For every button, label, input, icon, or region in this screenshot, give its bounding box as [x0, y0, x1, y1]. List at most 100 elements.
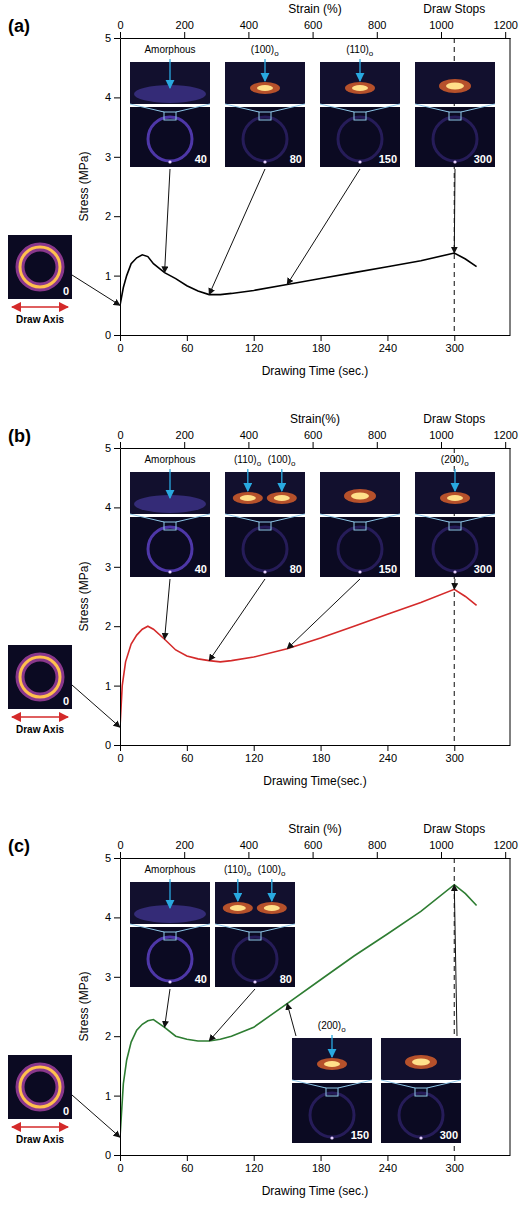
reflection [257, 85, 273, 91]
tick: 0 [105, 329, 120, 341]
tick-label: 4 [105, 501, 111, 513]
peak-label: Amorphous [144, 864, 195, 875]
tick: 180 [312, 335, 330, 354]
zoom-region [164, 522, 176, 530]
tick: 800 [368, 429, 386, 448]
tick: 1 [105, 680, 120, 692]
pattern-ring [148, 527, 192, 571]
tick-mark [254, 745, 255, 751]
peak-arrow [281, 469, 282, 491]
tick: 120 [245, 1155, 263, 1174]
pattern-bg [130, 927, 210, 987]
peak-label: Amorphous [144, 454, 195, 465]
tick-label: 0 [105, 329, 111, 341]
tick-label: 1000 [429, 429, 453, 441]
tick: 1200 [493, 839, 517, 858]
tick-label: 1200 [493, 19, 517, 31]
tick-mark [120, 1155, 121, 1161]
tick-mark [184, 442, 185, 448]
tick-mark [248, 32, 249, 38]
peak-label: (110)o [346, 44, 374, 58]
tick-mark [114, 626, 120, 627]
tick: 0 [117, 429, 123, 448]
zoom-connector [427, 1080, 461, 1088]
beam-spot [453, 570, 456, 573]
tick-label: 180 [312, 752, 330, 764]
pattern-ring [433, 117, 477, 161]
x-axis: 060120180240300 [117, 745, 510, 764]
pattern-bg [8, 1055, 72, 1119]
tick-label: 0 [117, 429, 123, 441]
pattern-halo [20, 247, 60, 287]
tick: 1000 [429, 429, 453, 448]
pattern-bg [130, 107, 210, 167]
zoom-connector [176, 924, 210, 932]
tick-label: 0 [117, 839, 123, 851]
y-axis-title: Stress (MPa) [77, 971, 91, 1041]
pattern-ring [20, 1067, 60, 1107]
zoom-region [449, 522, 461, 530]
pattern-ring [243, 117, 287, 161]
pattern-bg [8, 645, 72, 709]
beam-spot [358, 160, 361, 163]
tick: 0 [117, 335, 123, 354]
pattern-time: 0 [63, 1105, 69, 1117]
zoom-connector [415, 514, 449, 522]
zoom-region [259, 522, 271, 530]
x-axis-title: Drawing Time(sec.) [263, 774, 366, 788]
zoom-connector [271, 104, 305, 112]
tick-mark [114, 276, 120, 277]
inset-time: 150 [379, 563, 397, 575]
zoom-connector [320, 104, 354, 112]
tick-mark [114, 917, 120, 918]
tick-label: 800 [368, 839, 386, 851]
tick: 3 [105, 151, 120, 163]
pointer-arrow [454, 579, 456, 589]
tick-label: 300 [446, 1162, 464, 1174]
tick-mark [321, 745, 322, 751]
pattern-ring [338, 117, 382, 161]
tick-label: 300 [446, 752, 464, 764]
reflection [351, 493, 369, 500]
frame-right [510, 858, 511, 1155]
x2-axis-line [121, 448, 511, 449]
tick: 60 [181, 745, 193, 764]
peak-label: (200)o [441, 454, 469, 468]
tick: 1 [105, 1090, 120, 1102]
tick: 4 [105, 911, 120, 923]
zoom-connector [381, 1080, 415, 1088]
pointer-arrow [165, 579, 170, 639]
tick-mark [321, 1155, 322, 1161]
reflection [324, 1061, 340, 1067]
tick-label: 1 [105, 680, 111, 692]
reflection [352, 85, 368, 91]
pattern-bg [415, 517, 495, 577]
reflection [274, 495, 290, 501]
zoom-connector [366, 514, 400, 522]
reflection-glow [257, 902, 287, 914]
zoom-connector [176, 104, 210, 112]
zoom-connector [225, 104, 259, 112]
tick-label: 3 [105, 971, 111, 983]
tick-label: 1200 [493, 429, 517, 441]
tick: 300 [446, 335, 464, 354]
draw-axis-arrow [12, 1126, 68, 1128]
tick-mark [505, 852, 506, 858]
panel: Draw Stops060120180240300020040060080010… [8, 822, 518, 1198]
tick-mark [441, 852, 442, 858]
tick-mark [454, 335, 455, 341]
pattern-bg [381, 1083, 461, 1143]
tick: 0 [105, 1149, 120, 1161]
tick-mark [114, 1155, 120, 1156]
tick-mark [184, 852, 185, 858]
figure: Draw Stops060120180240300020040060080010… [0, 0, 529, 1232]
peak-label: (100)o [258, 864, 286, 878]
tick: 400 [240, 429, 258, 448]
y-axis: 012345 [105, 32, 121, 341]
tick: 200 [176, 839, 194, 858]
tick-mark [114, 448, 120, 449]
waxs-inset: 80(110)o(100)o [215, 864, 295, 987]
inset-time: 40 [195, 563, 207, 575]
tick-label: 2 [105, 210, 111, 222]
zoom-connector [271, 514, 305, 522]
